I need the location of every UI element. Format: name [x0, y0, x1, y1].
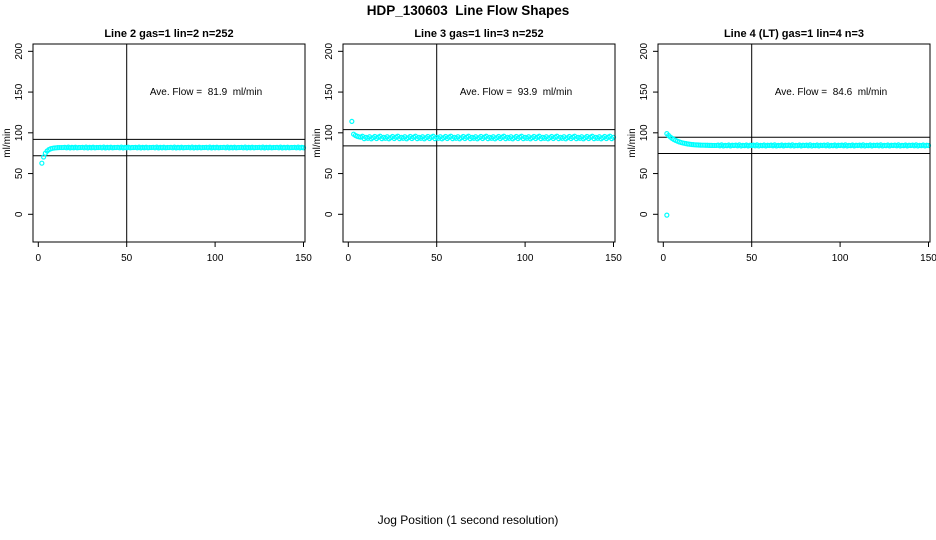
panel-title: Line 4 (LT) gas=1 lin=4 n=3	[724, 28, 864, 40]
panel-line3: 0 50 100 150 0 50 100 150 200 ml/min Line 3 gas=1 …	[312, 28, 622, 264]
y-tick-label: 50	[639, 168, 650, 180]
y-tick-label: 0	[324, 211, 335, 217]
y-tick-label: 0	[14, 211, 25, 217]
panel-line2: 0 50 100 150 0 50 100 150 200 ml/min Line 2 gas=1 …	[2, 28, 312, 264]
x-tick-label: 100	[832, 253, 849, 264]
outlier-point	[664, 212, 670, 218]
x-axis-label: Jog Position (1 second resolution)	[377, 513, 559, 527]
y-tick-label: 100	[324, 124, 335, 141]
data-point	[39, 160, 45, 166]
y-axis-unit-label: ml/min	[312, 128, 323, 157]
y-axis-unit-label: ml/min	[2, 128, 13, 157]
x-tick-label: 0	[346, 253, 352, 264]
flow-shapes-plot: 0 50 100 150 0 50 100 150 200 ml/min Line 2 gas=1 …	[2, 28, 936, 264]
figure-title: HDP_130603 Line Flow Shapes	[366, 3, 570, 18]
panel-line4: 0 50 100 150 0 50 100 150 200 ml/min Line 4 (LT) g…	[627, 28, 936, 264]
x-tick-label: 50	[746, 253, 758, 264]
data-point	[349, 118, 355, 125]
y-tick-label: 0	[639, 211, 650, 217]
ave-flow-annotation: Ave. Flow = 81.9 ml/min	[150, 87, 262, 98]
ave-flow-annotation: Ave. Flow = 93.9 ml/min	[460, 87, 572, 98]
panel-title: Line 3 gas=1 lin=3 n=252	[414, 28, 543, 40]
x-tick-label: 150	[920, 253, 936, 264]
y-tick-label: 200	[324, 43, 335, 60]
y-tick-label: 200	[14, 43, 25, 60]
x-tick-label: 150	[295, 253, 312, 264]
y-tick-label: 150	[639, 83, 650, 100]
y-tick-label: 150	[14, 83, 25, 100]
y-tick-label: 50	[324, 168, 335, 180]
y-tick-label: 150	[324, 83, 335, 100]
x-tick-label: 150	[605, 253, 622, 264]
x-tick-label: 50	[431, 253, 443, 264]
x-tick-label: 100	[517, 253, 534, 264]
y-tick-label: 200	[639, 43, 650, 60]
x-tick-label: 0	[36, 253, 42, 264]
panel-title: Line 2 gas=1 lin=2 n=252	[104, 28, 233, 40]
plot-box	[32, 43, 306, 243]
x-tick-label: 100	[207, 253, 224, 264]
y-tick-label: 50	[14, 168, 25, 180]
y-axis-unit-label: ml/min	[627, 128, 638, 157]
x-tick-label: 50	[121, 253, 133, 264]
ave-flow-annotation: Ave. Flow = 84.6 ml/min	[775, 87, 887, 98]
x-tick-label: 0	[661, 253, 667, 264]
plot-box	[657, 43, 931, 243]
plot-box	[342, 43, 616, 243]
y-tick-label: 100	[14, 124, 25, 141]
y-tick-label: 100	[639, 124, 650, 141]
